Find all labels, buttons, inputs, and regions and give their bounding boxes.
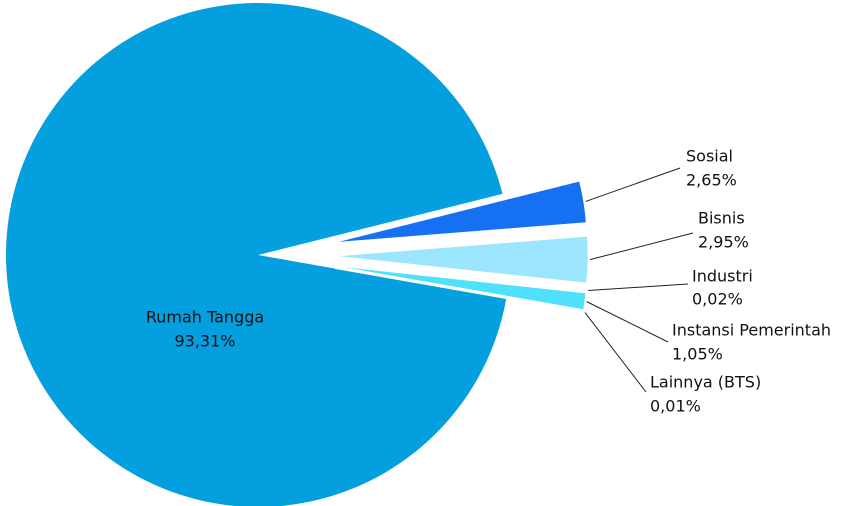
slice-label: Rumah Tangga: [146, 308, 264, 327]
slice-value-label: 0,02%: [692, 290, 743, 309]
pie-slice: [6, 3, 507, 506]
slice-label: Sosial: [686, 147, 733, 166]
slice-label: Lainnya (BTS): [650, 373, 761, 392]
slice-value-label: 2,95%: [698, 233, 749, 252]
slice-value-label: 1,05%: [672, 345, 723, 364]
slice-value-label: 0,01%: [650, 397, 701, 416]
slice-value-label: 2,65%: [686, 171, 737, 190]
slice-label: Instansi Pemerintah: [672, 321, 831, 340]
pie-slice: [335, 263, 587, 291]
pie-slice: [334, 268, 584, 313]
leader-line: [588, 283, 689, 292]
slice-label: Bisnis: [698, 209, 745, 228]
leader-line: [585, 167, 681, 202]
leader-line: [589, 232, 694, 261]
pie-slice: [334, 180, 587, 243]
pie-slice: [335, 235, 589, 284]
pie-slice: [335, 265, 587, 310]
leader-line: [584, 312, 647, 393]
slice-label: Industri: [692, 267, 753, 286]
leader-line: [586, 301, 669, 343]
slice-value-label: 93,31%: [174, 332, 235, 351]
